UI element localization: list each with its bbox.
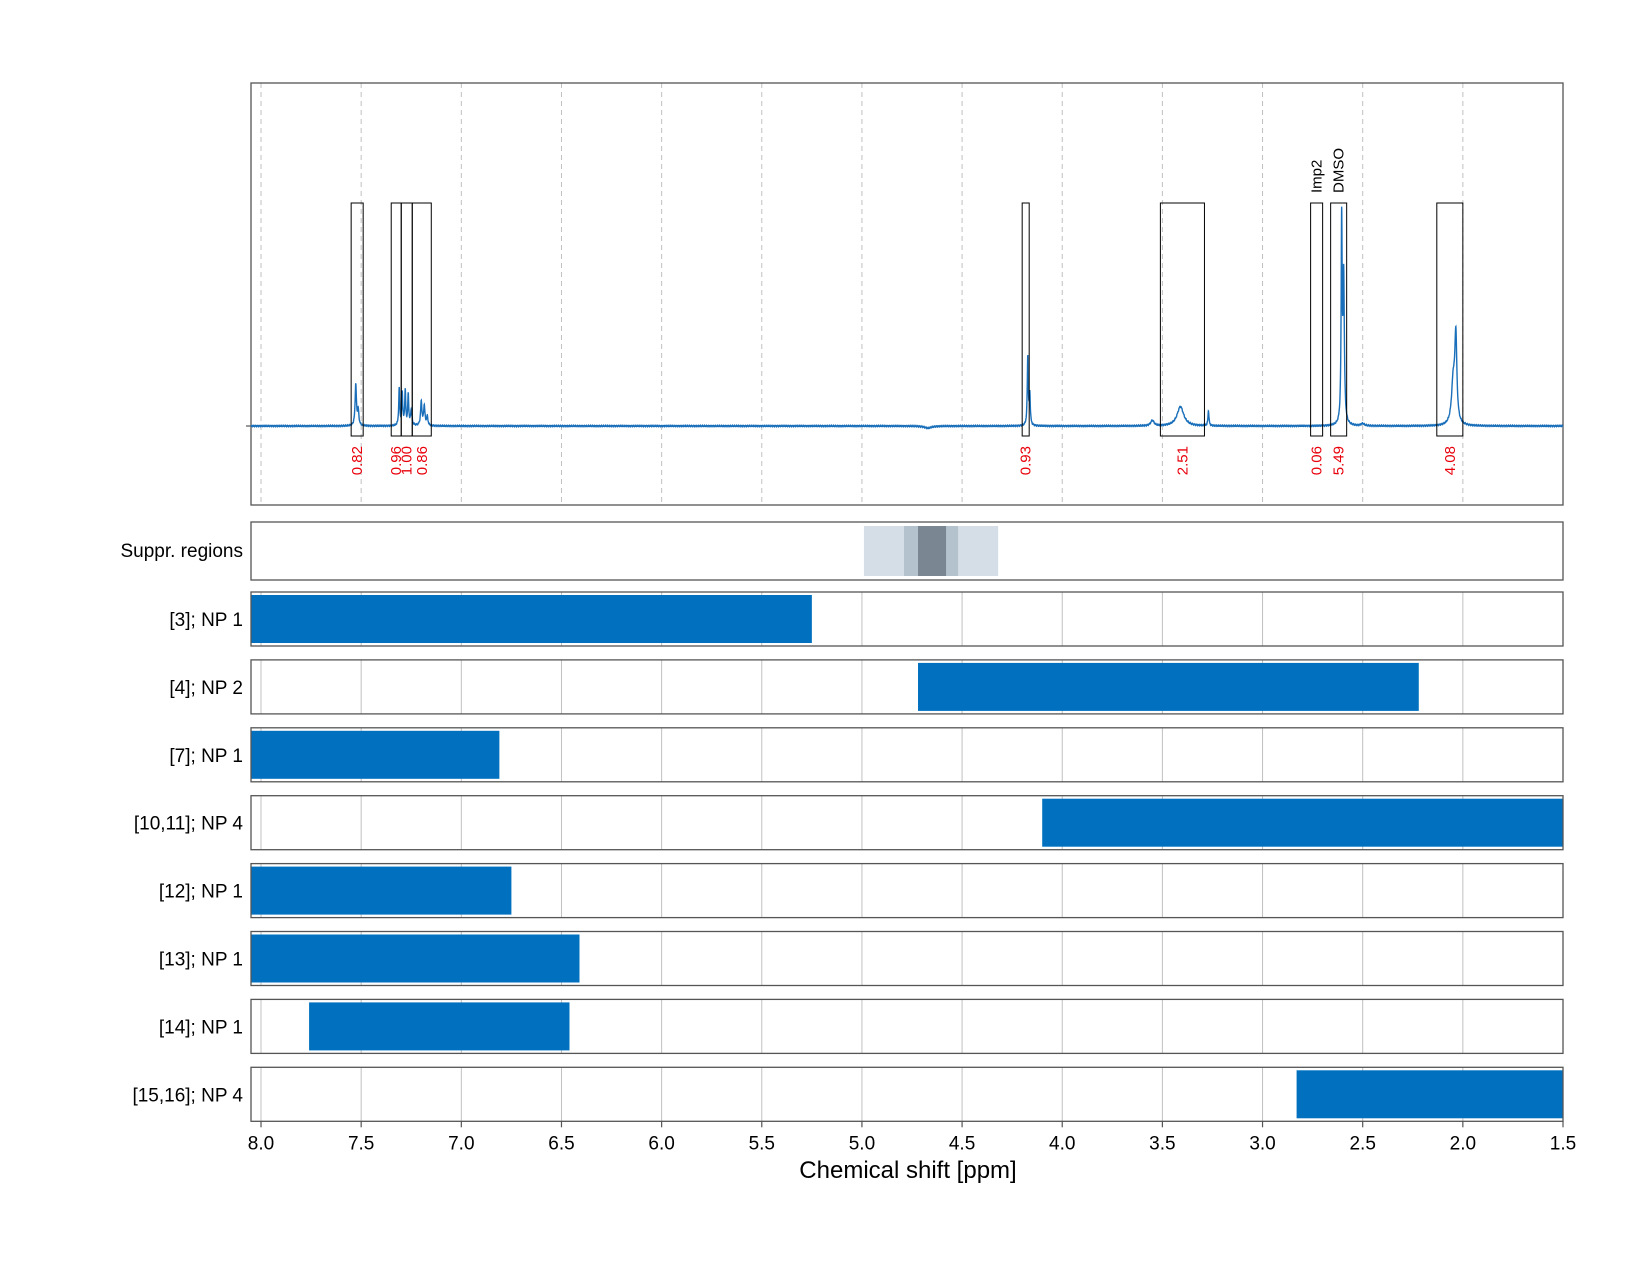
integration-region-7	[1330, 202, 1348, 437]
x-tick-label-5: 5.5	[749, 1133, 775, 1154]
range-panel-0: [3]; NP 1	[169, 591, 1564, 647]
range-bar-label-7: [15,16]; NP 4	[132, 1085, 243, 1106]
range-panel-4: [12]; NP 1	[159, 862, 1564, 919]
spectrum-frame	[250, 82, 1564, 506]
range-panel-frame-7	[250, 1066, 1564, 1122]
range-panel-frame-4	[250, 862, 1564, 919]
spectrum-panel: 0.82 0.961.000.86 0.93 2.51 0.06 Imp2 5.49 DMSO…	[246, 82, 1564, 506]
range-panel-2: [7]; NP 1	[169, 727, 1564, 783]
integration-region-0	[350, 202, 364, 437]
range-bar-label-0: [3]; NP 1	[169, 610, 243, 631]
range-panel-frame-5	[250, 930, 1564, 987]
integration-region-3	[411, 202, 432, 437]
integration-region-8	[1436, 202, 1464, 437]
range-panel-frame-0	[250, 591, 1564, 647]
x-tick-label-11: 2.5	[1349, 1133, 1375, 1154]
range-panel-6: [14]; NP 1	[159, 998, 1564, 1055]
integration-value-8: 4.08	[1442, 446, 1459, 475]
range-bar-label-3: [10,11]; NP 4	[134, 814, 244, 835]
suppression-label: Suppr. regions	[120, 541, 243, 562]
integration-region-5	[1159, 202, 1205, 437]
integration-region-6	[1310, 202, 1324, 437]
integration-value-4: 0.93	[1018, 446, 1035, 475]
x-tick-label-10: 3.0	[1249, 1133, 1275, 1154]
range-panel-frame-3	[250, 795, 1564, 851]
range-bar-0	[251, 595, 812, 643]
range-bar-2	[251, 730, 500, 779]
x-tick-label-4: 6.0	[648, 1133, 674, 1154]
x-tick-label-13: 1.5	[1550, 1133, 1576, 1154]
x-tick-label-7: 4.5	[949, 1133, 975, 1154]
range-bar-6	[309, 1002, 570, 1051]
integration-value-1: 0.96	[388, 446, 405, 475]
suppression-region-2	[918, 526, 947, 576]
x-tick-label-12: 2.0	[1450, 1133, 1476, 1154]
range-bar-5	[251, 934, 580, 983]
range-bar-label-6: [14]; NP 1	[159, 1017, 243, 1038]
range-panel-frame-2	[250, 727, 1564, 783]
integration-value-7: 5.49	[1331, 446, 1348, 475]
integration-value-0: 0.82	[349, 446, 366, 475]
range-panel-frame-1	[250, 659, 1564, 715]
spectrum-line	[250, 206, 1564, 430]
region-annotation-7: DMSO	[1331, 148, 1348, 193]
range-panel-3: [10,11]; NP 4	[134, 795, 1564, 851]
range-bar-label-2: [7]; NP 1	[169, 746, 243, 767]
x-tick-label-6: 5.0	[849, 1133, 875, 1154]
x-tick-label-0: 8.0	[248, 1133, 274, 1154]
range-bars-panels: [3]; NP 1 [4]; NP 2 [7]; NP 1 [10,11]; NP 4…	[132, 591, 1564, 1122]
suppression-frame	[250, 521, 1564, 581]
x-tick-label-2: 7.0	[448, 1133, 474, 1154]
integration-value-5: 2.51	[1174, 446, 1191, 475]
x-axis-label: Chemical shift [ppm]	[799, 1157, 1016, 1184]
range-bar-label-4: [12]; NP 1	[159, 882, 243, 903]
x-tick-label-9: 3.5	[1149, 1133, 1175, 1154]
range-bar-4	[251, 866, 512, 915]
x-tick-label-1: 7.5	[348, 1133, 374, 1154]
range-bar-1	[918, 662, 1419, 711]
integration-region-4	[1021, 202, 1030, 437]
range-bar-label-1: [4]; NP 2	[169, 678, 243, 699]
integration-value-2: 1.00	[399, 446, 416, 475]
range-panel-5: [13]; NP 1	[159, 930, 1564, 987]
x-axis: 8.0 7.5 7.0 6.5 6.0 5.5 5.0 4.5 4.0 3.5 3.0 2.5 2.0 1…	[248, 1121, 1576, 1154]
x-tick-label-8: 4.0	[1049, 1133, 1075, 1154]
x-tick-label-3: 6.5	[548, 1133, 574, 1154]
range-bar-7	[1296, 1070, 1563, 1119]
integration-value-6: 0.06	[1309, 446, 1326, 475]
range-panel-1: [4]; NP 2	[169, 659, 1564, 715]
range-bar-3	[1042, 798, 1563, 847]
region-annotation-6: Imp2	[1309, 160, 1326, 193]
range-bar-label-5: [13]; NP 1	[159, 950, 243, 971]
suppression-panel: Suppr. regions	[120, 521, 1564, 581]
range-panel-7: [15,16]; NP 4	[132, 1066, 1564, 1122]
integration-value-3: 0.86	[414, 446, 431, 475]
range-panel-frame-6	[250, 998, 1564, 1055]
